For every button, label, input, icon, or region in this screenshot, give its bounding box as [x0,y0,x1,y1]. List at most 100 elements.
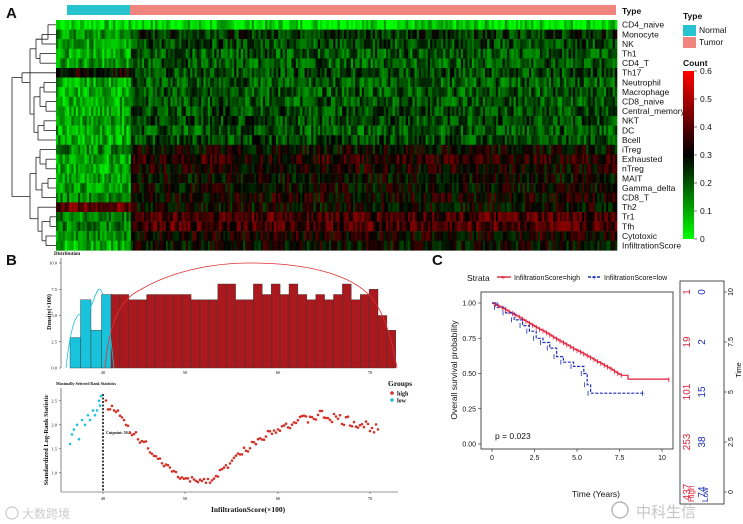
heatmap-cell [590,164,594,174]
heatmap-cell [97,58,101,69]
heatmap-cell [122,29,125,40]
heatmap-cell [540,106,543,117]
heatmap-cell [456,96,459,107]
heatmap-cell [276,183,279,193]
heatmap-cell [295,164,299,174]
heatmap-cell [507,96,510,107]
heatmap-cell [458,135,462,145]
heatmap-cell [403,164,407,174]
heatmap-cell [588,183,591,193]
heatmap-cell [586,125,589,136]
heatmap-cell [97,183,101,193]
heatmap-cell [443,96,446,107]
heatmap-cell [364,173,367,184]
heatmap-cell [111,202,114,213]
heatmap-cell [570,58,574,69]
heatmap-cell [531,116,534,126]
heatmap-cell [267,20,270,30]
heatmap-cell [71,164,74,174]
heatmap-cell [196,48,200,59]
heatmap-cell [73,29,77,40]
heatmap-cell [357,77,360,88]
heatmap-cell [474,77,477,88]
heatmap-cell [64,87,68,97]
heatmap-cell [553,173,556,184]
heatmap-cell [258,106,261,117]
heatmap-cell [606,68,609,78]
heatmap-cell [100,183,103,193]
heatmap-cell [89,125,92,136]
heatmap-cell [500,29,503,40]
heatmap-cell [346,106,349,117]
heatmap-cell [64,192,68,203]
heatmap-cell [188,106,191,117]
heatmap-cell [150,164,154,174]
heatmap-cell [238,29,242,40]
heatmap-cell [245,125,248,136]
heatmap-cell [322,164,325,174]
heatmap-cell [324,106,327,117]
heatmap-cell [551,116,554,126]
heatmap-cell [544,20,547,30]
heatmap-cell [89,68,92,78]
heatmap-cell [111,77,114,88]
heatmap-cell [410,135,413,145]
heatmap-cell [436,39,440,49]
heatmap-cell [364,164,367,174]
heatmap-cell [245,164,248,174]
heatmap-cell [612,39,616,49]
heatmap-cell [359,96,363,107]
heatmap-cell [612,68,616,78]
heatmap-cell [155,183,158,193]
heatmap-cell [454,58,457,69]
heatmap-cell [544,96,547,107]
heatmap-cell [504,183,508,193]
heatmap-cell [542,87,545,97]
heatmap-cell [216,39,220,49]
heatmap-cell [146,20,149,30]
heatmap-cell [443,77,446,88]
heatmap-cell [498,87,501,97]
heatmap-cell [218,183,222,193]
heatmap-cell [542,68,545,78]
heatmap-cell [82,58,85,69]
heatmap-cell [284,154,288,165]
heatmap-cell [507,116,510,126]
heatmap-cell [67,48,70,59]
heatmap-cell [447,48,451,59]
heatmap-cell [89,87,92,97]
heatmap-cell [612,106,616,117]
heatmap-cell [298,144,301,155]
heatmap-cell [247,173,250,184]
heatmap-cell [548,58,552,69]
heatmap-cell [612,183,616,193]
heatmap-cell [496,77,499,88]
heatmap-cell [287,87,290,97]
heatmap-cell [298,192,301,203]
heatmap-cell [278,154,281,165]
heatmap-cell [559,20,563,30]
heatmap-cell [287,68,290,78]
heatmap-cell [236,39,239,49]
heatmap-cell [245,29,248,40]
heatmap-cell [221,48,224,59]
heatmap-cell [126,106,129,117]
heatmap-cell [150,29,154,40]
heatmap-cell [372,192,376,203]
heatmap-cell [381,192,385,203]
heatmap-cell [152,164,156,174]
heatmap-cell [401,29,404,40]
heatmap-cell [531,77,534,88]
heatmap-cell [430,116,433,126]
heatmap-cell [161,116,165,126]
heatmap-cell [441,125,444,136]
heatmap-cell [520,68,523,78]
heatmap-cell [445,68,448,78]
heatmap-cell [355,96,358,107]
heatmap-cell [157,77,160,88]
heatmap-cell [300,183,303,193]
heatmap-cell [339,173,343,184]
heatmap-cell [434,192,437,203]
heatmap-cell [394,96,398,107]
heatmap-cell [75,77,79,88]
